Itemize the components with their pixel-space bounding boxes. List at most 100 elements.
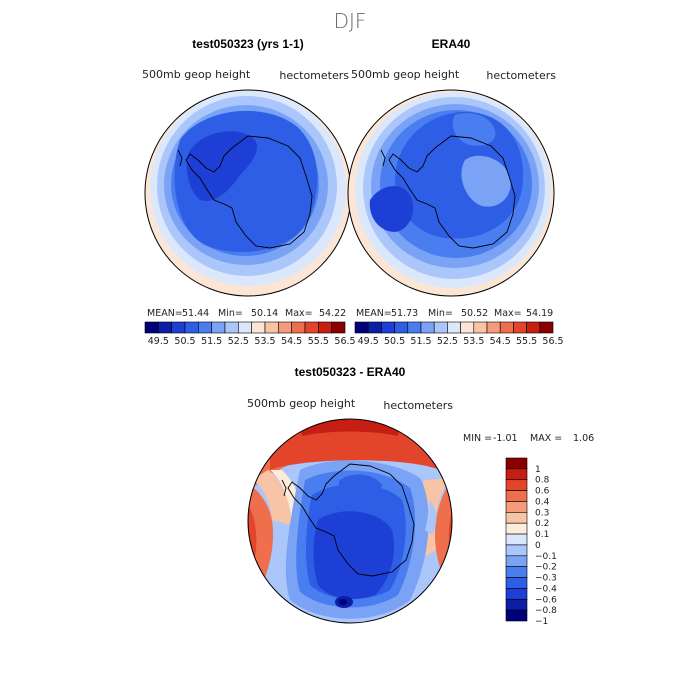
colorbar-swatch: [505, 479, 528, 491]
colorbar-label: 54.5: [490, 336, 511, 347]
svg-text:54.22: 54.22: [319, 308, 346, 319]
svg-text:Min=: Min=: [428, 308, 453, 319]
colorbar-label: 0.2: [535, 519, 549, 529]
colorbar-label: 52.5: [437, 336, 458, 347]
colorbar-swatch: [304, 321, 319, 334]
panel-era40: ERA40 500mb geop height hectometers MEAN…: [347, 37, 564, 347]
svg-text:MEAN=: MEAN=: [356, 308, 392, 319]
colorbar-swatch: [499, 321, 514, 334]
colorbar-label: 0: [535, 541, 541, 551]
svg-text:MEAN=: MEAN=: [147, 308, 183, 319]
colorbar-swatch: [460, 321, 475, 334]
stats-line: MIN = -1.01 MAX = 1.06: [463, 433, 594, 444]
colorbar-swatch: [144, 321, 159, 334]
colorbar-swatch: [158, 321, 172, 334]
map-contours: [145, 90, 351, 296]
colorbar-swatch: [433, 321, 448, 334]
colorbar-swatch: [505, 577, 528, 589]
colorbar-label: 0.1: [535, 530, 549, 540]
map-boundary: [247, 418, 453, 624]
svg-text:MAX =: MAX =: [530, 433, 562, 444]
colorbar-swatch: [224, 321, 239, 334]
colorbar-swatch: [505, 501, 528, 513]
colorbar-label: 50.5: [384, 336, 405, 347]
colorbar-swatch: [211, 321, 226, 334]
colorbar-swatch: [505, 468, 528, 481]
colorbar-label: −0.6: [535, 595, 557, 605]
antarctica-coastline: [281, 463, 415, 577]
colorbar-label: 54.5: [281, 336, 302, 347]
svg-text:51.73: 51.73: [391, 308, 418, 319]
colorbar-label: −0.4: [535, 584, 557, 594]
colorbar-swatch: [526, 321, 541, 334]
colorbar-swatch: [505, 555, 528, 567]
colorbar-swatch: [331, 321, 346, 334]
svg-text:50.52: 50.52: [461, 308, 488, 319]
colorbar-label: −1: [535, 617, 548, 627]
colorbar: 10.80.60.40.30.20.10−0.1−0.2−0.3−0.4−0.6…: [505, 457, 557, 627]
colorbar-label: 0.8: [535, 476, 550, 486]
panel-title: ERA40: [432, 37, 471, 51]
colorbar-label: 50.5: [174, 336, 195, 347]
colorbar-swatch: [407, 321, 422, 334]
stats-line: MEAN= 51.73 Min= 50.52 Max= 54.19: [356, 308, 553, 319]
svg-text:-1.01: -1.01: [493, 433, 518, 444]
svg-text:Max=: Max=: [494, 308, 522, 319]
colorbar-label: 1: [535, 465, 541, 475]
colorbar-label: −0.3: [535, 574, 557, 584]
units-label: hectometers: [383, 399, 453, 412]
colorbar: 49.5 50.5 51.5 52.5 53.5 54.5 55.5 56.5: [144, 321, 356, 347]
colorbar-swatch: [513, 321, 527, 334]
units-label: hectometers: [486, 69, 556, 82]
colorbar-swatch: [505, 566, 528, 578]
svg-text:54.19: 54.19: [526, 308, 553, 319]
colorbar-swatch: [505, 533, 528, 546]
panel-test: test050323 (yrs 1-1) 500mb geop height h…: [142, 37, 356, 347]
colorbar-label: 0.6: [535, 487, 550, 497]
svg-text:Min=: Min=: [218, 308, 243, 319]
colorbar-label: 55.5: [516, 336, 537, 347]
colorbar-swatch: [394, 321, 409, 334]
colorbar-label: 53.5: [463, 336, 484, 347]
colorbar-swatch: [473, 321, 488, 334]
map-contours: [248, 419, 452, 623]
colorbar-label: 51.5: [410, 336, 431, 347]
colorbar-swatch: [505, 588, 528, 600]
colorbar-swatch: [505, 609, 528, 622]
colorbar-swatch: [505, 522, 528, 535]
antarctica-coastline: [177, 135, 313, 249]
colorbar-swatch: [264, 321, 279, 334]
colorbar-swatch: [447, 321, 461, 334]
colorbar-swatch: [381, 321, 395, 334]
panel-title: test050323 (yrs 1-1): [192, 37, 303, 51]
colorbar-swatch: [251, 321, 266, 334]
map-contours: [348, 90, 554, 296]
colorbar-label: 49.5: [148, 336, 169, 347]
colorbar-label: −0.2: [535, 563, 557, 573]
colorbar-label: 0.4: [535, 497, 550, 507]
colorbar-swatch: [354, 321, 369, 334]
colorbar-swatch: [505, 490, 528, 502]
colorbar-swatch: [291, 321, 306, 334]
colorbar-swatch: [198, 321, 212, 334]
colorbar-label: 56.5: [334, 336, 355, 347]
stats-line: MEAN= 51.44 Min= 50.14 Max= 54.22: [147, 308, 346, 319]
variable-label: 500mb geop height: [142, 68, 251, 81]
colorbar-swatch: [184, 321, 199, 334]
units-label: hectometers: [279, 69, 349, 82]
colorbar-swatch: [505, 598, 528, 611]
variable-label: 500mb geop height: [351, 68, 460, 81]
colorbar-swatch: [238, 321, 252, 334]
colorbar-label: 56.5: [542, 336, 563, 347]
svg-text:51.44: 51.44: [182, 308, 209, 319]
colorbar-swatch: [539, 321, 554, 334]
colorbar-label: 52.5: [228, 336, 249, 347]
colorbar-swatch: [505, 457, 528, 470]
colorbar-label: 53.5: [254, 336, 275, 347]
panel-difference: test050323 - ERA40 500mb geop height hec…: [247, 365, 594, 627]
variable-label: 500mb geop height: [247, 397, 356, 410]
colorbar-swatch: [278, 321, 292, 334]
colorbar-swatch: [171, 321, 186, 334]
colorbar-swatch: [420, 321, 435, 334]
svg-text:1.06: 1.06: [573, 433, 594, 444]
